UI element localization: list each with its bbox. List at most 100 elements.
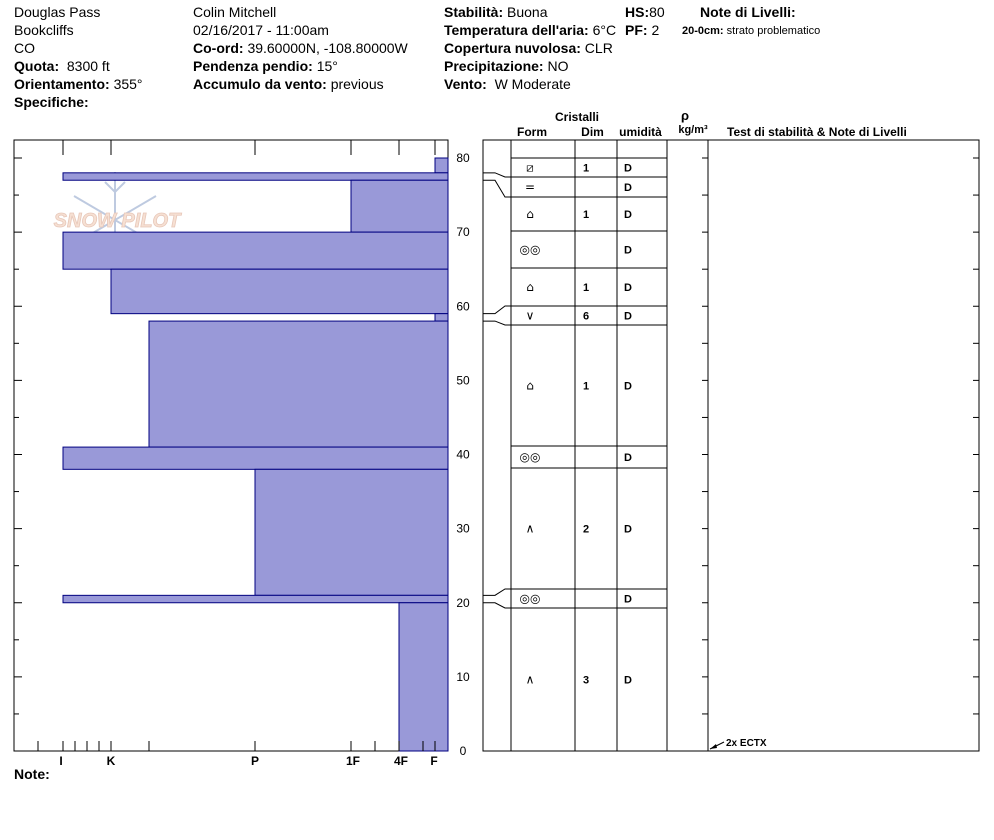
pf-value: 2 — [651, 22, 660, 38]
wind-label: Vento: — [444, 76, 487, 92]
layer-wetness: D — [624, 163, 632, 175]
layer-form-symbol: = — [525, 180, 535, 194]
range-name: Bookcliffs — [14, 22, 74, 38]
notes-title-text: Note di Livelli: — [700, 4, 796, 20]
precip-label: Precipitazione: — [444, 58, 544, 74]
y-tick-label: 10 — [456, 670, 470, 684]
layer-wetness: D — [624, 282, 632, 294]
orient-row: Orientamento: 355° — [14, 75, 143, 93]
y-tick-label: 30 — [456, 522, 470, 536]
hs-label: HS: — [625, 4, 650, 20]
stab-label: Stabilità: — [444, 4, 504, 20]
y-tick-label: 50 — [456, 373, 470, 387]
layer-dim: 1 — [583, 209, 589, 221]
coord-label: Co-ord: — [193, 40, 244, 56]
wind-row: Vento: W Moderate — [444, 75, 571, 93]
y-tick-label: 80 — [456, 151, 470, 165]
slope-row: Pendenza pendio: 15° — [193, 57, 338, 75]
y-tick-label: 40 — [456, 448, 470, 462]
air-temp-row: Temperatura dell'aria: 6°C — [444, 21, 616, 39]
watermark-text: SNOW PILOT — [54, 210, 182, 232]
hardness-bar — [62, 594, 449, 604]
test-notes-header: Test di stabilità & Note di Livelli — [727, 125, 907, 139]
hardness-bar — [62, 172, 449, 181]
x-tick-label: I — [59, 754, 62, 768]
hardness-bar — [398, 602, 449, 752]
stab-row: Stabilità: Buona — [444, 3, 548, 21]
orient-value: 355° — [113, 76, 143, 92]
layer-dim: 1 — [583, 163, 589, 175]
notes-title: Note di Livelli: — [700, 3, 796, 21]
depth-axis: 0 10 20 30 40 50 60 70 80 — [14, 151, 470, 758]
layer-form-symbol: ∨ — [526, 309, 535, 323]
layer-connector — [483, 588, 511, 596]
observer-name: Colin Mitchell — [193, 4, 277, 20]
note-label: Note: — [14, 766, 50, 782]
location-name: Douglas Pass — [14, 4, 101, 20]
layer-connector — [483, 602, 511, 609]
hardness-axis: I K P 1F 4F F — [37, 140, 438, 768]
layer-connector — [483, 305, 511, 315]
layer-wetness: D — [624, 311, 632, 323]
x-tick-label: K — [107, 754, 116, 768]
layer-wetness: D — [624, 452, 632, 464]
layer-wetness: D — [624, 381, 632, 393]
quota-label: Quota: — [14, 58, 60, 74]
slope-label: Pendenza pendio: — [193, 58, 313, 74]
precip-value: NO — [547, 58, 569, 74]
wind-value: W Moderate — [494, 76, 571, 92]
hardness-bar — [148, 320, 449, 448]
quota-value: 8300 ft — [66, 58, 110, 74]
y-tick-label: 0 — [460, 744, 467, 758]
wind-acc-value: previous — [330, 76, 384, 92]
layer-form-symbol: ⌂ — [526, 280, 534, 294]
orient-label: Orientamento: — [14, 76, 110, 92]
stability-test-arrowhead — [710, 744, 717, 749]
notes-item-label: 20-0cm: — [682, 25, 724, 37]
x-tick-label: P — [251, 754, 259, 768]
rho-header: ρ — [680, 108, 690, 123]
layer-table-frame — [482, 139, 980, 752]
spec-label: Specifiche: — [14, 94, 89, 110]
layer-connector — [483, 179, 511, 198]
stability-test-label: 2x ECTX — [726, 738, 767, 749]
layer-form-symbol: ⌂ — [526, 379, 534, 393]
x-tick-label: 1F — [346, 754, 360, 768]
layer-dim: 1 — [583, 282, 589, 294]
cristalli-header: Cristalli — [554, 110, 599, 124]
layer-wetness: D — [624, 209, 632, 221]
layer-form-symbol: ∧ — [526, 673, 535, 687]
layer-connector — [483, 320, 511, 326]
layer-form-symbol: ◎◎ — [520, 243, 541, 257]
notes-item: 20-0cm: strato problematico — [682, 24, 820, 38]
x-tick-label: F — [430, 754, 437, 768]
snowpilot-watermark: SNOW PILOT — [53, 172, 183, 268]
stab-value: Buona — [507, 4, 548, 20]
notes-item-value: strato problematico — [726, 25, 821, 37]
layer-dim: 2 — [583, 524, 589, 536]
air-temp-value: 6°C — [592, 22, 617, 38]
y-tick-label: 60 — [456, 299, 470, 313]
form-header: Form — [517, 125, 547, 139]
layer-wetness: D — [624, 182, 632, 194]
hardness-bar — [350, 179, 449, 233]
layer-form-symbol: ◎◎ — [520, 450, 541, 464]
hs-value: 80 — [649, 4, 665, 20]
hardness-bar — [110, 268, 449, 315]
layer-dim: 1 — [583, 381, 589, 393]
coord-value: 39.60000N, -108.80000W — [247, 40, 408, 56]
obs-datetime: 02/16/2017 - 11:00am — [193, 22, 329, 38]
layer-form-symbol: ⧄ — [526, 161, 534, 175]
density-unit-header: kg/m³ — [678, 124, 708, 136]
layer-form-symbol: ◎◎ — [520, 592, 541, 606]
slope-value: 15° — [316, 58, 338, 74]
layer-connector — [483, 172, 511, 178]
dim-header: Dim — [581, 125, 604, 139]
cloud-row: Copertura nuvolosa: CLR — [444, 39, 613, 57]
wind-acc-row: Accumulo da vento: previous — [193, 75, 384, 93]
cloud-label: Copertura nuvolosa: — [444, 40, 581, 56]
hardness-bar — [254, 468, 449, 596]
hs-row: HS:80 — [625, 3, 665, 21]
note-footer: Note: — [14, 765, 50, 783]
